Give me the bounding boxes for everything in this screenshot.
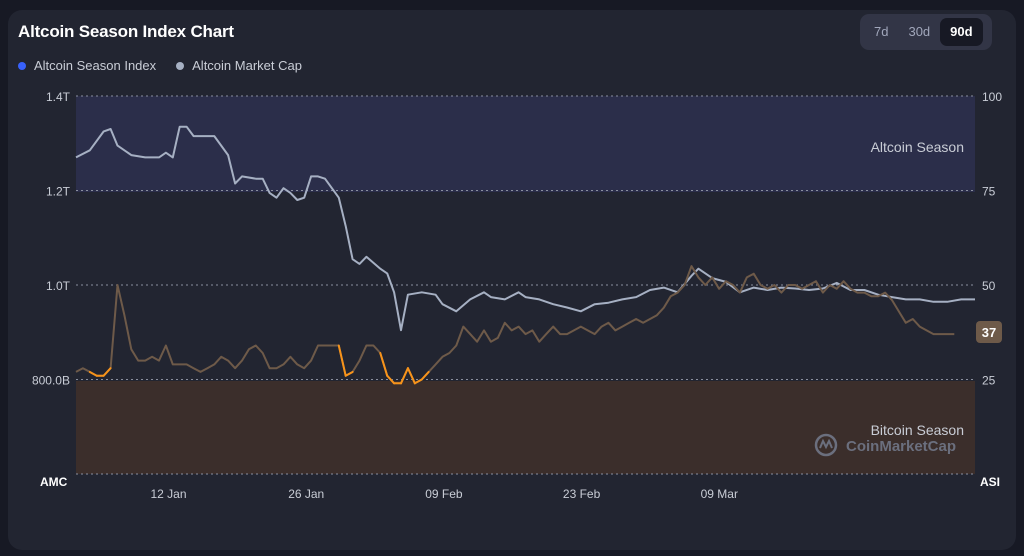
series-segment-bitcoin-season [379,352,389,377]
series-segment-bitcoin-season [102,367,112,377]
range-7d-button[interactable]: 7d [874,24,889,39]
series-segment-bitcoin-season [400,367,409,385]
series-segment-bitcoin-season [406,367,416,385]
left-tick-label: 1.4T [46,90,71,104]
left-tick-label: 1.0T [46,279,71,293]
series-line-index [75,265,955,385]
altcoin-season-label: Altcoin Season [871,139,964,155]
left-axis-label: AMC [40,475,68,489]
right-tick-label: 75 [982,185,996,199]
bitcoin-season-label: Bitcoin Season [871,422,964,438]
left-tick-label: 800.0B [32,374,70,388]
right-tick-label: 50 [982,279,996,293]
current-value-badge-text: 37 [982,325,996,340]
right-axis-ticks: 100 75 50 25 [982,90,1002,388]
series-segment-bitcoin-season [88,370,98,377]
watermark-text: CoinMarketCap [846,438,956,455]
range-30d-button[interactable]: 30d [908,24,931,39]
x-tick-label: 12 Jan [150,487,186,501]
series-segment-bitcoin-season [386,374,396,385]
current-value-badge-bg [976,321,1002,343]
right-axis-label: ASI [980,475,1000,489]
x-axis-ticks: 12 Jan 26 Jan 09 Feb 23 Feb 09 Mar [150,487,737,501]
right-tick-label: 25 [982,374,996,388]
time-range-selector: 7d 30d 90d [860,14,992,50]
chart-legend: Altcoin Season Index Altcoin Market Cap [18,58,302,73]
legend-dot-market-cap [176,61,185,70]
series-segment-bitcoin-season [413,378,423,385]
legend-item-index[interactable]: Altcoin Season Index [18,58,156,73]
left-tick-label: 1.2T [46,185,71,199]
x-tick-label: 26 Jan [288,487,324,501]
x-tick-label: 09 Mar [701,487,738,501]
chart-title: Altcoin Season Index Chart [18,22,234,41]
series-line-market-cap [75,125,975,332]
x-tick-label: 23 Feb [563,487,601,501]
series-layer [75,125,975,385]
legend-label-index: Altcoin Season Index [34,58,157,73]
legend-dot-index [18,61,26,70]
left-axis-ticks: 1.4T 1.2T 1.0T 800.0B [32,90,71,388]
current-value-badge: 37 [976,321,1002,343]
series-segment-bitcoin-season [344,370,354,377]
x-tick-label: 09 Feb [425,487,463,501]
legend-item-market-cap[interactable]: Altcoin Market Cap [176,58,302,73]
series-segment-bitcoin-season [337,344,347,377]
watermark: CoinMarketCap [814,433,956,457]
watermark-logo-mark [819,438,833,450]
range-90d-button[interactable]: 90d [940,18,983,46]
series-segment-bitcoin-season [420,370,430,381]
watermark-logo-icon [814,433,838,457]
bitcoin-season-zone [76,381,975,474]
altcoin-season-zone [76,96,975,192]
right-tick-label: 100 [982,90,1002,104]
legend-label-market-cap: Altcoin Market Cap [192,58,302,73]
